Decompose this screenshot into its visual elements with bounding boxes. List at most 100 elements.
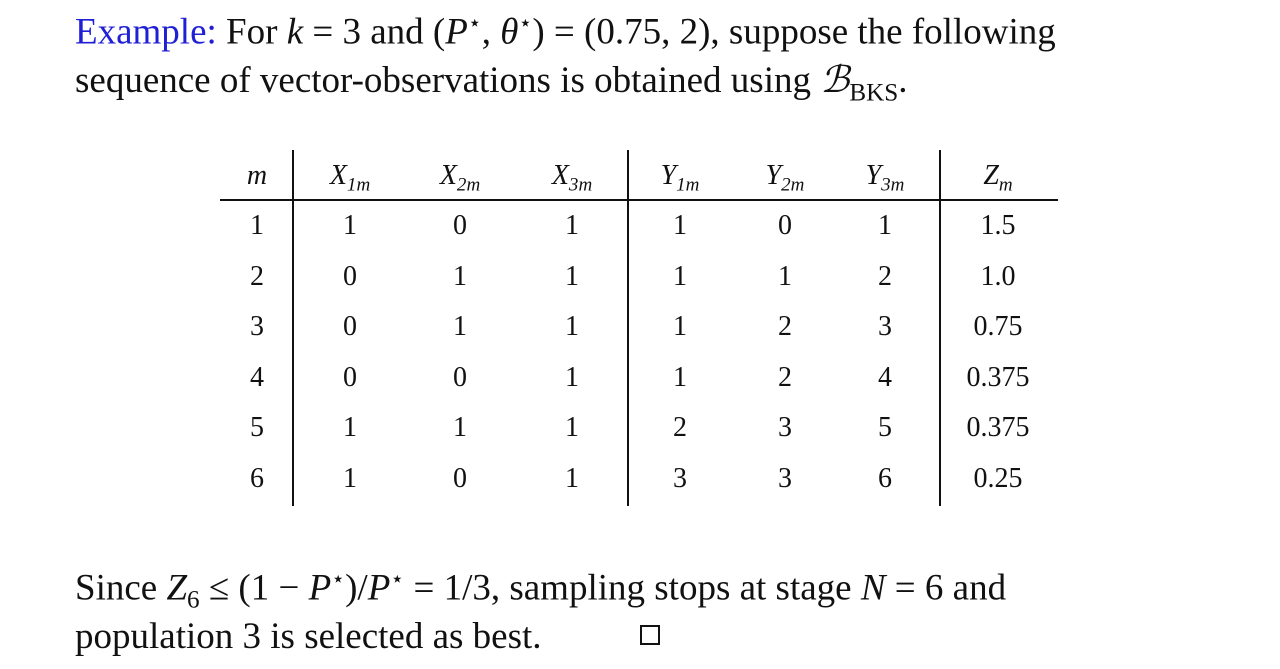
table-cell: 0: [453, 361, 467, 393]
header-base: X: [329, 160, 347, 191]
header-cell: Y1m: [661, 162, 700, 195]
math: ⋆: [467, 10, 482, 35]
table-cell: 6: [250, 462, 264, 494]
math: θ: [500, 11, 519, 53]
table-cell: 4: [878, 361, 892, 393]
header-cell: Zm: [983, 162, 1012, 195]
math: P: [445, 11, 468, 53]
table-cell: 4: [250, 361, 264, 393]
header-cell: m: [247, 162, 267, 190]
math: ≤ (1 −: [208, 567, 309, 609]
table-cell: 2: [778, 311, 792, 342]
math: ⋆: [518, 10, 533, 35]
table-cell: 0.75: [973, 311, 1023, 342]
math: P: [308, 567, 332, 609]
rule: [292, 150, 294, 506]
math: k: [286, 11, 304, 53]
header-sub: m: [998, 174, 1013, 196]
conclusion-line: population 3 is selected as best.: [75, 618, 542, 655]
table-cell: 1: [565, 462, 579, 494]
text: Since: [75, 567, 158, 609]
math: 6: [187, 586, 200, 614]
table-cell: 1: [453, 412, 467, 443]
table-cell: 0.375: [966, 412, 1030, 443]
table-cell: 1: [878, 210, 892, 241]
text: .: [898, 60, 908, 101]
header-base: X: [439, 160, 457, 191]
table-cell: 1: [343, 412, 357, 443]
table-cell: 1: [565, 311, 579, 342]
table-cell: 3: [878, 311, 892, 342]
table-cell: 1: [453, 260, 467, 292]
header-cell: Y2m: [766, 162, 805, 195]
table-cell: 1: [343, 462, 357, 494]
table-cell: 3: [778, 412, 792, 443]
header-base: Y: [865, 160, 882, 191]
table-cell: 2: [250, 260, 264, 292]
table-cell: 1: [673, 210, 687, 241]
header-cell: X2m: [440, 162, 480, 195]
table-cell: 0.375: [966, 361, 1030, 393]
text: sequence of vector-observations is obtai…: [75, 60, 811, 101]
table-cell: 0: [453, 462, 467, 494]
table-cell: 1.5: [980, 210, 1016, 241]
table-cell: 5: [878, 412, 892, 443]
table-cell: 0: [343, 311, 357, 342]
header-cell: Y3m: [866, 162, 905, 195]
table-cell: 2: [673, 412, 687, 443]
math: ⋆: [331, 566, 346, 591]
table-cell: 0.25: [973, 462, 1023, 494]
conclusion-line: Since Z6 ≤ (1 − P⋆)/P⋆ = 1/3, sampling s…: [75, 566, 1006, 614]
math: ⋆: [390, 566, 405, 591]
table-cell: 1: [565, 412, 579, 443]
rule: [627, 150, 629, 506]
text: population 3 is selected as best.: [75, 616, 542, 657]
table-cell: 1: [673, 260, 687, 292]
intro-line: sequence of vector-observations is obtai…: [75, 62, 908, 106]
table-cell: 1: [343, 210, 357, 241]
table-cell: 0: [343, 361, 357, 393]
table-cell: 3: [673, 462, 687, 494]
table-cell: 6: [878, 462, 892, 494]
text: ) = (0.75, 2), suppose the following: [532, 11, 1056, 53]
example-label: Example:: [75, 11, 217, 53]
text: = 3 and (: [312, 11, 446, 53]
table-cell: 5: [250, 412, 264, 443]
math: )/: [345, 567, 368, 609]
table-cell: 3: [778, 462, 792, 494]
header-base: m: [246, 160, 268, 191]
table-cell: 1.0: [980, 260, 1016, 292]
math: ℬ: [820, 60, 850, 101]
table-cell: 2: [778, 361, 792, 393]
qed-box: [640, 625, 660, 645]
intro-line: Example: For k = 3 and (P⋆, θ⋆) = (0.75,…: [75, 10, 1056, 53]
table-cell: 2: [878, 260, 892, 292]
header-sub: 3m: [568, 174, 593, 196]
rule: [220, 199, 1058, 201]
header-sub: 2m: [456, 174, 481, 196]
header-sub: 3m: [881, 174, 905, 196]
header-sub: 2m: [781, 174, 805, 196]
table-cell: 1: [565, 210, 579, 241]
table-cell: 1: [250, 210, 264, 241]
table-cell: 1: [565, 361, 579, 393]
text: ,: [481, 11, 501, 53]
math: BKS: [849, 79, 899, 107]
header-base: Z: [983, 160, 999, 191]
rule: [939, 150, 941, 506]
table-cell: 0: [778, 210, 792, 241]
header-cell: X1m: [330, 162, 370, 195]
table-cell: 3: [250, 311, 264, 342]
math: N: [860, 567, 886, 609]
table-cell: 1: [453, 311, 467, 342]
text: = 1/3, sampling stops at stage: [404, 567, 852, 609]
text: For: [226, 11, 278, 53]
header-base: Y: [660, 160, 677, 191]
table-cell: 1: [673, 311, 687, 342]
header-base: Y: [765, 160, 782, 191]
table-cell: 1: [778, 260, 792, 292]
table-cell: 0: [343, 260, 357, 292]
header-cell: X3m: [552, 162, 592, 195]
table-cell: 1: [565, 260, 579, 292]
